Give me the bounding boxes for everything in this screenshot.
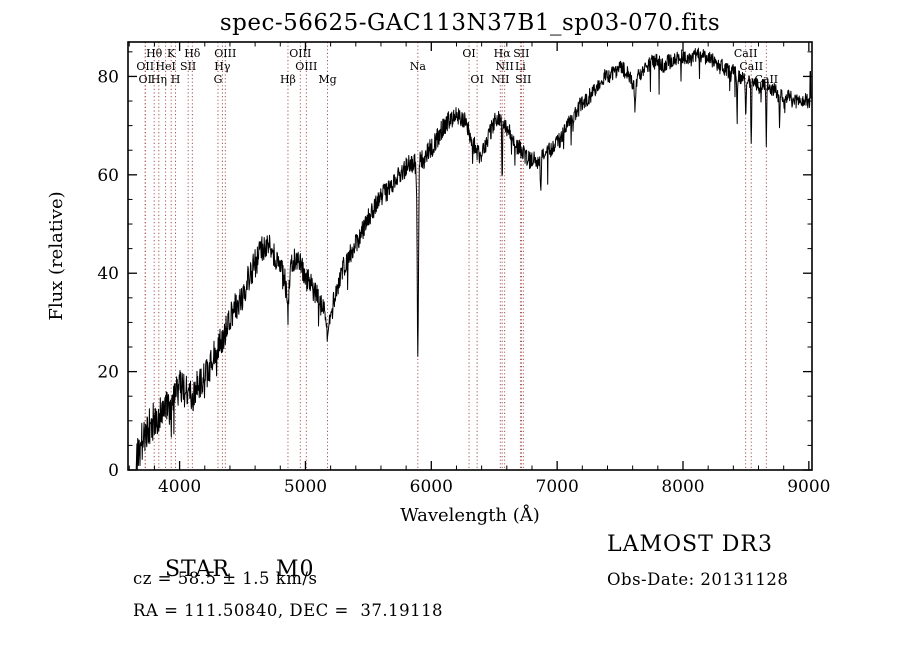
marker-label-Hβ: Hβ	[280, 73, 296, 86]
marker-label-Mg: Mg	[318, 73, 336, 86]
marker-label-H: H	[171, 73, 181, 86]
x-tick-label: 8000	[661, 477, 704, 497]
marker-label-Hα: Hα	[494, 47, 512, 60]
marker-label-Hθ: Hθ	[146, 47, 163, 60]
y-tick-label: 40	[97, 264, 119, 284]
plot-title: spec-56625-GAC113N37B1_sp03-070.fits	[220, 10, 720, 36]
x-tick-label: 7000	[536, 477, 579, 497]
marker-label-NII: NII	[496, 60, 514, 73]
marker-label-NII: NII	[491, 73, 509, 86]
marker-label-OI: OI	[462, 47, 475, 60]
marker-label-OIII: OIII	[214, 47, 236, 60]
marker-label-Hδ: Hδ	[184, 47, 201, 60]
line-markers-layer	[144, 42, 767, 470]
x-tick-label: 5000	[284, 477, 327, 497]
marker-label-HeI: HeI	[155, 60, 175, 73]
marker-label-SII: SII	[180, 60, 196, 73]
marker-label-OIII: OIII	[289, 47, 311, 60]
marker-label-Li: Li	[515, 60, 526, 73]
y-tick-label: 60	[97, 166, 119, 186]
x-tick-label: 9000	[787, 477, 830, 497]
marker-label-Hγ: Hγ	[214, 60, 231, 73]
x-tick-label: 4000	[158, 477, 201, 497]
marker-label-CaII: CaII	[739, 60, 763, 73]
marker-label-CaII: CaII	[734, 47, 758, 60]
object-subclass: M0	[275, 557, 315, 582]
obs-date-line: Obs-Date: 20131128	[607, 570, 789, 589]
object-classification-line: STAR M0	[133, 532, 315, 607]
y-tick-label: 0	[108, 461, 119, 481]
axes-layer: 4000 5000 6000 7000 8000 9000 0 20 40 60 80	[97, 41, 830, 497]
marker-label-OII: OII	[136, 60, 154, 73]
marker-label-G: G	[214, 73, 223, 86]
marker-label-Hη: Hη	[151, 73, 167, 86]
marker-label-SII: SII	[515, 73, 531, 86]
marker-label-Na: Na	[410, 60, 427, 73]
spectrum-line	[135, 47, 812, 470]
x-axis-label: Wavelength (Å)	[400, 504, 540, 526]
ra-dec-line: RA = 111.50840, DEC = 37.19118	[133, 601, 444, 620]
survey-label: LAMOST DR3	[607, 532, 773, 557]
plot-frame	[127, 41, 813, 471]
y-axis-label: Flux (relative)	[46, 191, 67, 320]
marker-label-OIII: OIII	[295, 60, 317, 73]
marker-label-CaII: CaII	[754, 73, 778, 86]
x-tick-label: 6000	[410, 477, 453, 497]
object-class: STAR	[164, 557, 230, 582]
marker-label-OI: OI	[139, 73, 152, 86]
cz-value-line: cz = 58.5 ± 1.5 km/s	[133, 569, 318, 588]
marker-label-SII: SII	[513, 47, 529, 60]
marker-label-K: K	[167, 47, 176, 60]
y-tick-label: 20	[97, 363, 119, 383]
marker-label-OI: OI	[470, 73, 483, 86]
y-tick-label: 80	[97, 67, 119, 87]
